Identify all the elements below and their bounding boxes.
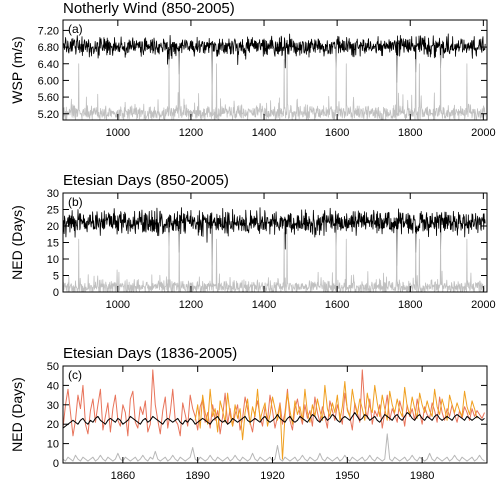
x-tick-label: 1600 [325,127,349,139]
y-tick-label: 10 [47,254,59,266]
x-tick-label: 2000 [471,299,495,311]
panel-a-title: Notherly Wind (850-2005) [63,0,235,17]
x-tick-label: 1600 [325,299,349,311]
panel-c-title: Etesian Days (1836-2005) [63,345,237,362]
y-tick-label: 30 [47,400,59,412]
y-tick-label: 5.20 [38,109,59,121]
x-tick-label: 1200 [179,299,203,311]
series-line [62,412,485,429]
x-tick-label: 1400 [252,127,276,139]
y-tick-label: 30 [47,188,59,200]
series-line [194,381,478,460]
x-tick-label: 1200 [179,127,203,139]
x-tick-label: 1800 [398,127,422,139]
panel-b: Etesian Days (850-2005) 1000 1200 1400 1600… [9,172,496,311]
y-tick-label: 6.80 [38,42,59,54]
panel-label: (a) [68,22,83,36]
plot-frame [62,192,488,293]
y-axis-label: NED (Days) [9,205,25,280]
y-tick-label: 20 [47,419,59,431]
x-tick-label: 1400 [252,299,276,311]
y-tick-label: 5.60 [38,92,59,104]
x-tick-label: 1980 [410,470,434,482]
series-line [62,433,485,462]
panel-label: (b) [68,195,83,209]
x-tick-label: 1000 [106,127,130,139]
x-tick-label: 2000 [471,127,495,139]
y-axis-label: WSP (m/s) [9,36,25,103]
y-tick-label: 25 [47,205,59,217]
series-line [62,42,486,121]
y-tick-label: 20 [47,221,59,233]
x-tick-label: 1800 [398,299,422,311]
y-tick-label: 7.20 [38,25,59,37]
x-tick-label: 1860 [111,470,135,482]
y-tick-label: 15 [47,238,59,250]
y-tick-label: 6.00 [38,75,59,87]
series-line [62,33,486,85]
y-tick-label: 50 [47,361,59,373]
y-tick-label: 0 [53,287,59,299]
x-tick-label: 1950 [335,470,359,482]
series-line [62,207,486,266]
y-tick-label: 0 [53,458,59,470]
panel-b-title: Etesian Days (850-2005) [63,172,229,189]
x-tick-label: 1890 [185,470,209,482]
plot-frame [62,365,488,464]
y-tick-label: 6.40 [38,59,59,71]
y-axis-label: NED (Days) [9,377,25,452]
y-tick-label: 40 [47,380,59,392]
y-tick-label: 5 [53,271,59,283]
panel-c: Etesian Days (1836-2005) 1860 1890 1920 195… [9,345,488,482]
x-tick-label: 1920 [260,470,284,482]
panel-label: (c) [68,368,82,382]
panel-a: Notherly Wind (850-2005) 1000 1200 1400 160… [9,0,496,139]
series-line [62,225,486,293]
x-tick-label: 1000 [106,299,130,311]
y-tick-label: 10 [47,439,59,451]
plot-frame [62,19,488,121]
